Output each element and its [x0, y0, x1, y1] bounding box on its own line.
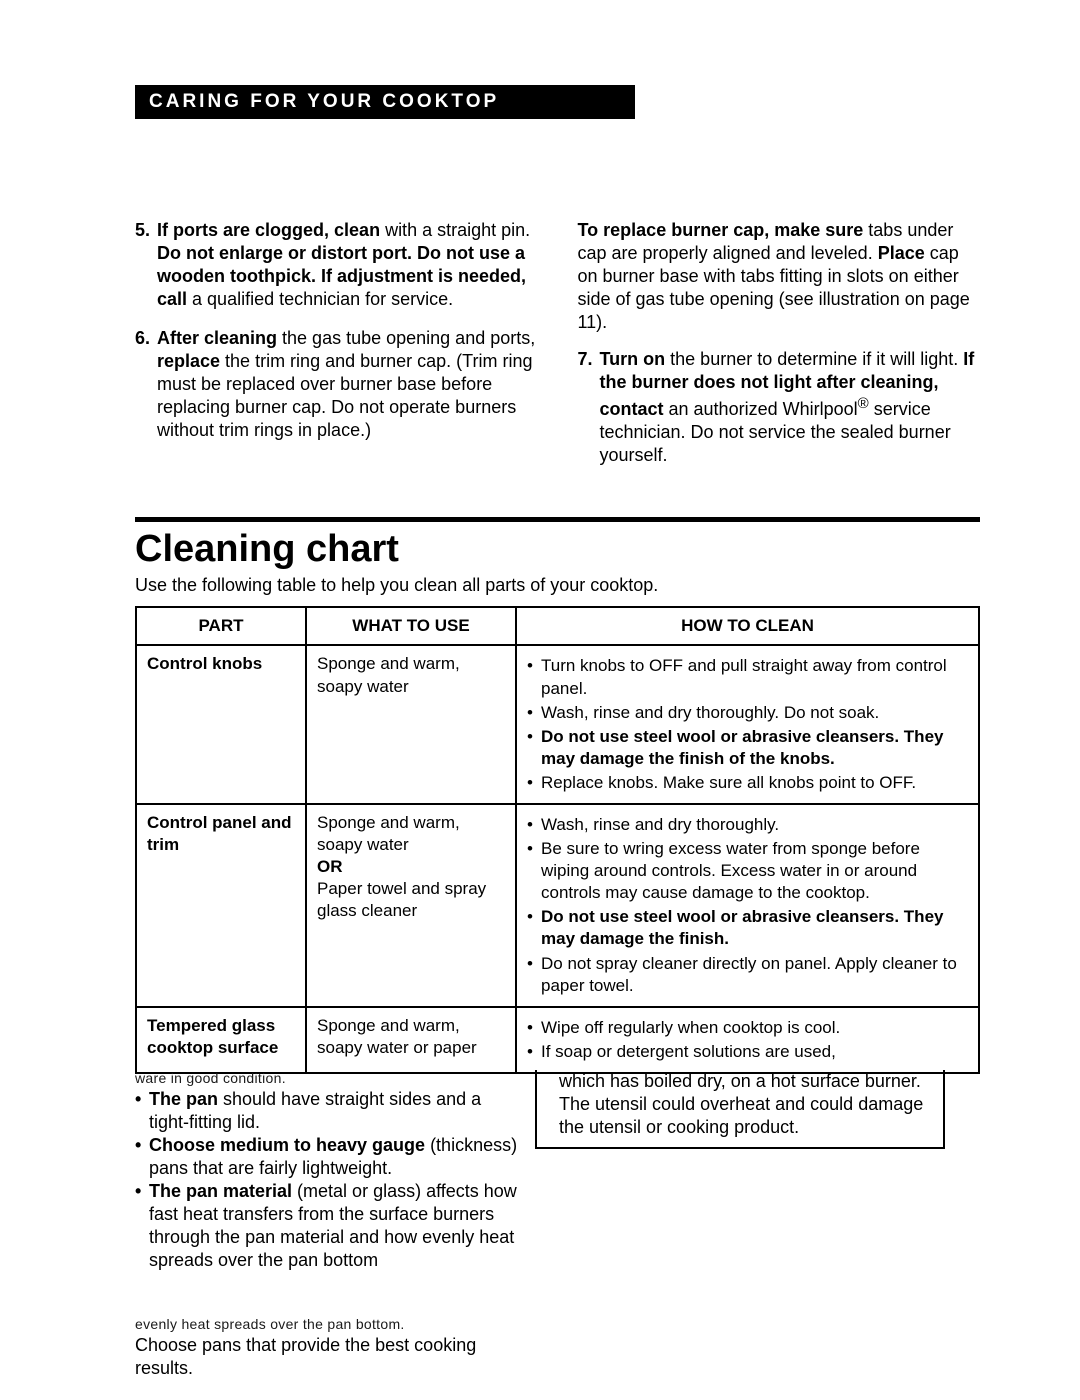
step-number: 6. [135, 327, 157, 442]
part-cell: Control panel and trim [136, 804, 306, 1007]
instruction-step: 5.If ports are clogged, clean with a str… [135, 219, 538, 311]
section-subtitle: Use the following table to help you clea… [135, 575, 980, 596]
step-text: Turn on the burner to determine if it wi… [600, 348, 981, 467]
how-cell: Wash, rinse and dry thoroughly.Be sure t… [516, 804, 979, 1007]
left-column: 5.If ports are clogged, clean with a str… [135, 219, 538, 483]
fragment-right-cell: which has boiled dry, on a hot surface b… [535, 1070, 945, 1149]
section-header-bar: CARING FOR YOUR COOKTOP [135, 85, 635, 119]
garbled-text: ware in good condition. [135, 1070, 525, 1088]
table-header: PART [136, 607, 306, 645]
overlapping-fragment: ware in good condition. • The pan should… [135, 1070, 980, 1272]
right-column: To replace burner cap, make sure tabs un… [578, 219, 981, 483]
table-header: HOW TO CLEAN [516, 607, 979, 645]
list-item: If soap or detergent solutions are used, [527, 1041, 968, 1063]
step-number: 5. [135, 219, 157, 311]
how-cell: Turn knobs to OFF and pull straight away… [516, 645, 979, 804]
list-item: Be sure to wring excess water from spong… [527, 838, 968, 904]
fragment-bullet: • The pan material (metal or glass) affe… [135, 1180, 525, 1272]
table-row: Tempered glass cooktop surfaceSponge and… [136, 1007, 979, 1073]
list-item: Do not use steel wool or abrasive cleans… [527, 906, 968, 950]
how-cell: Wipe off regularly when cooktop is cool.… [516, 1007, 979, 1073]
garbled-text-bottom: evenly heat spreads over the pan bottom. [135, 1316, 535, 1334]
list-item: Do not use steel wool or abrasive cleans… [527, 726, 968, 770]
use-cell: Sponge and warm, soapy water or paper [306, 1007, 516, 1073]
fragment-bullet: • The pan should have straight sides and… [135, 1088, 525, 1134]
fragment-line: which has boiled dry, on a hot surface b… [559, 1070, 933, 1093]
table-row: Control panel and trimSponge and warm, s… [136, 804, 979, 1007]
instruction-step: 6.After cleaning the gas tube opening an… [135, 327, 538, 442]
fragment-left: ware in good condition. • The pan should… [135, 1070, 525, 1272]
table-header: WHAT TO USE [306, 607, 516, 645]
section-divider [135, 517, 980, 522]
cleaning-chart-table: PARTWHAT TO USEHOW TO CLEAN Control knob… [135, 606, 980, 1074]
list-item: Wipe off regularly when cooktop is cool. [527, 1017, 968, 1039]
table-row: Control knobsSponge and warm, soapy wate… [136, 645, 979, 804]
instruction-columns: 5.If ports are clogged, clean with a str… [135, 219, 980, 483]
document-page: CARING FOR YOUR COOKTOP 5.If ports are c… [0, 0, 1080, 1400]
use-cell: Sponge and warm, soapy waterORPaper towe… [306, 804, 516, 1007]
bottom-fragment-text: Choose pans that provide the best cookin… [135, 1334, 535, 1380]
bottom-fragment: evenly heat spreads over the pan bottom.… [135, 1316, 535, 1380]
instruction-step: 7.Turn on the burner to determine if it … [578, 348, 981, 467]
step-text: If ports are clogged, clean with a strai… [157, 219, 538, 311]
fragment-line: The utensil could overheat and could dam… [559, 1093, 933, 1139]
list-item: Wash, rinse and dry thoroughly. [527, 814, 968, 836]
use-cell: Sponge and warm, soapy water [306, 645, 516, 804]
part-cell: Control knobs [136, 645, 306, 804]
list-item: Replace knobs. Make sure all knobs point… [527, 772, 968, 794]
step-number: 7. [578, 348, 600, 467]
part-cell: Tempered glass cooktop surface [136, 1007, 306, 1073]
intro-paragraph: To replace burner cap, make sure tabs un… [578, 219, 981, 334]
step-text: After cleaning the gas tube opening and … [157, 327, 538, 442]
fragment-bullet: • Choose medium to heavy gauge (thicknes… [135, 1134, 525, 1180]
list-item: Wash, rinse and dry thoroughly. Do not s… [527, 702, 968, 724]
section-title: Cleaning chart [135, 528, 980, 571]
list-item: Turn knobs to OFF and pull straight away… [527, 655, 968, 699]
list-item: Do not spray cleaner directly on panel. … [527, 953, 968, 997]
